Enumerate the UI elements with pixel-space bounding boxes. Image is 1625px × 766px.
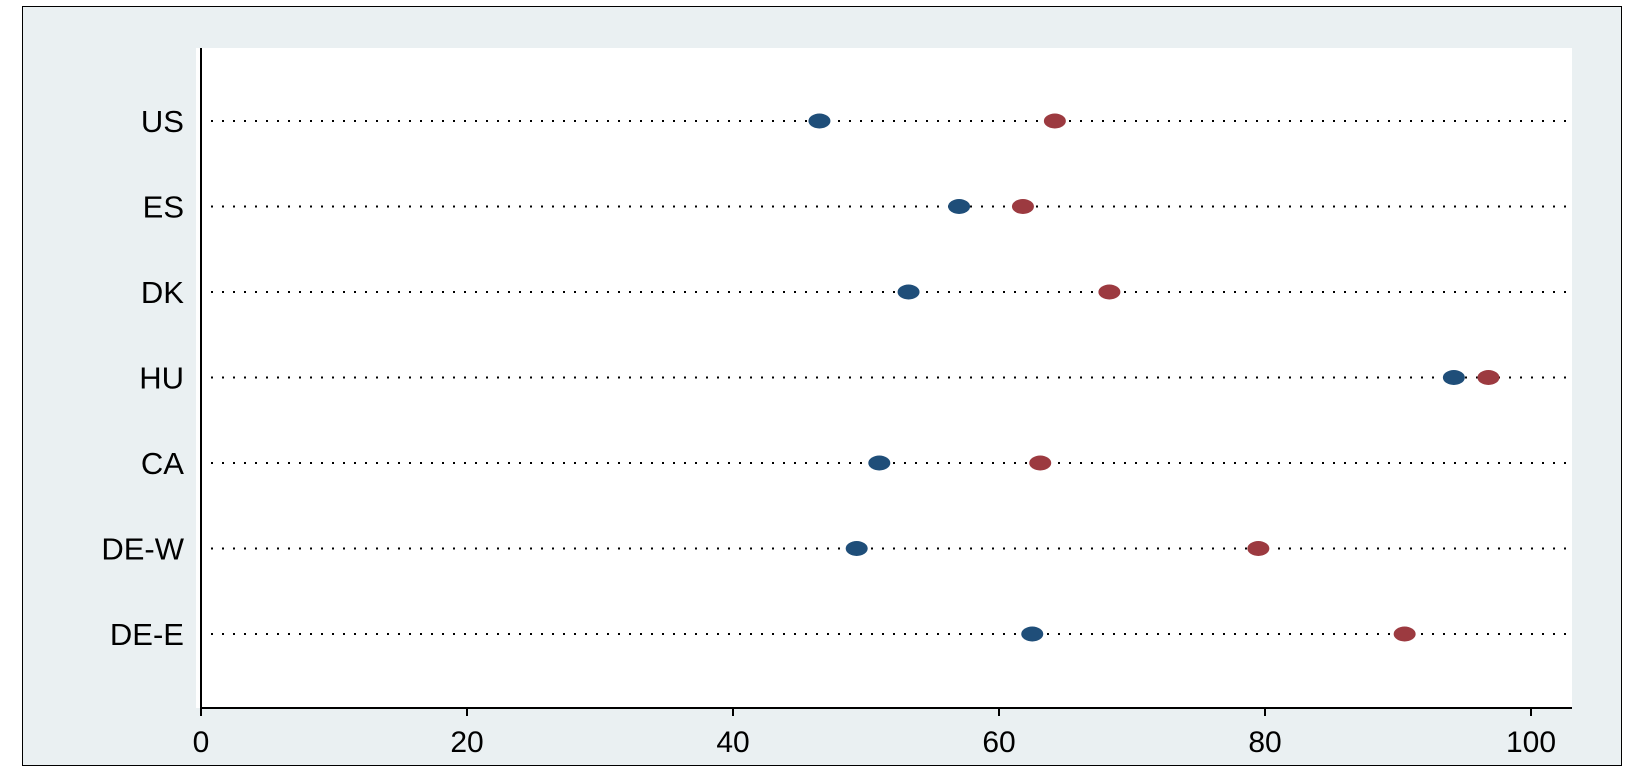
point-series-1-ca <box>868 455 891 471</box>
category-guide-lines <box>211 120 1572 635</box>
category-label-hu: HU <box>139 361 184 396</box>
point-series-1-es <box>948 199 971 214</box>
category-label-ca: CA <box>141 446 184 481</box>
point-series-1-dk <box>897 284 920 300</box>
category-labels: US ES DK HU CA DE-W DE-E <box>101 104 184 652</box>
point-series-1-de-w <box>845 541 868 556</box>
x-tick-label-0: 0 <box>193 726 210 759</box>
axes <box>200 48 1572 716</box>
data-points <box>808 113 1500 642</box>
point-series-2-de-e <box>1393 626 1416 642</box>
point-series-2-us <box>1043 113 1066 129</box>
point-series-1-us <box>808 113 831 129</box>
category-label-de-e: DE-E <box>110 617 184 652</box>
x-tick-label-80: 80 <box>1248 726 1281 759</box>
x-tick-label-20: 20 <box>450 726 483 759</box>
point-series-2-de-w <box>1247 541 1270 556</box>
point-series-2-hu <box>1477 370 1500 385</box>
x-tick-label-100: 100 <box>1506 726 1556 759</box>
category-label-de-w: DE-W <box>101 532 184 567</box>
point-series-1-hu <box>1442 370 1465 385</box>
point-series-2-ca <box>1029 455 1052 471</box>
point-series-2-dk <box>1098 284 1121 300</box>
x-tick-label-40: 40 <box>716 726 749 759</box>
category-label-us: US <box>141 104 184 139</box>
x-tick-label-60: 60 <box>982 726 1015 759</box>
point-series-1-de-e <box>1021 626 1044 642</box>
x-tick-labels: 0 20 40 60 80 100 <box>193 726 1556 759</box>
point-series-2-es <box>1011 199 1034 214</box>
category-label-es: ES <box>143 190 184 225</box>
category-label-dk: DK <box>141 275 184 310</box>
